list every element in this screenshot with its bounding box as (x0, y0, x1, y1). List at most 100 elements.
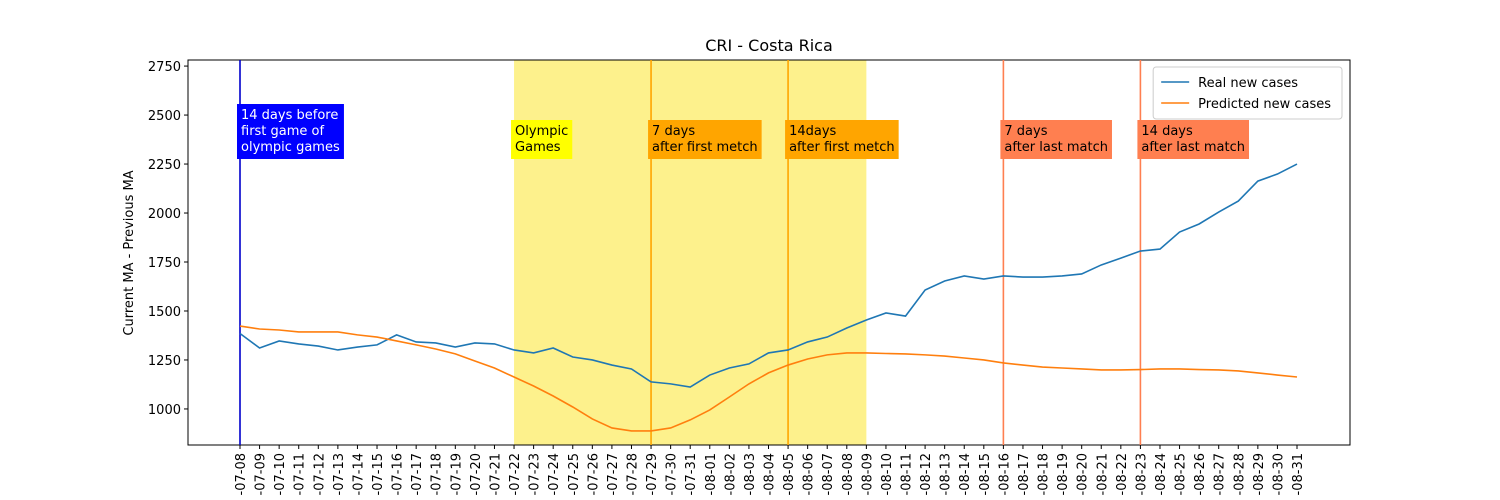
x-tick-label: -08-10 (880, 453, 895, 495)
y-tick-label: 2500 (148, 109, 181, 124)
annotation-line: first game of (241, 124, 325, 139)
annotation-text: Olympic Games (515, 124, 568, 155)
y-axis-label: Current MA - Previous MA (122, 170, 137, 335)
annotation-line: Games (515, 140, 561, 155)
x-tick-label: -08-02 (723, 453, 738, 495)
x-tick-label: -08-12 (919, 453, 934, 495)
annotation-line: after first metch (652, 140, 758, 155)
y-tick-label: 2000 (148, 207, 181, 222)
x-tick-label: -08-03 (743, 453, 758, 495)
x-tick-label: -07-14 (351, 453, 366, 495)
x-tick-label: -08-28 (1232, 453, 1247, 495)
x-tick-label: -08-11 (900, 453, 915, 495)
legend-label: Real new cases (1198, 76, 1298, 91)
x-tick-label: -07-10 (273, 453, 288, 495)
annotation-text: 14days after first metch (789, 124, 895, 155)
annotation-line: after last match (1004, 140, 1108, 155)
x-tick-label: -07-11 (293, 453, 308, 495)
annotation-box (648, 120, 762, 159)
x-tick-label: -08-29 (1252, 453, 1267, 495)
x-tick-label: -07-16 (391, 453, 406, 495)
annotation-line: after first metch (789, 140, 895, 155)
annotation-line: 7 days (652, 124, 695, 139)
annotation-line: 14days (789, 124, 836, 139)
series-line (239, 325, 1298, 432)
x-tick-label: -08-05 (782, 453, 797, 495)
legend-label: Predicted new cases (1198, 97, 1331, 112)
x-tick-label: -08-30 (1271, 453, 1286, 495)
x-tick-label: -07-15 (371, 453, 386, 495)
x-tick-label: -07-26 (586, 453, 601, 495)
x-tick-label: -07-08 (234, 453, 249, 495)
x-tick-label: -08-19 (1056, 453, 1071, 495)
series-line (239, 163, 1298, 388)
x-tick-label: -07-31 (684, 453, 699, 495)
y-tick-label: 2250 (148, 158, 181, 173)
x-tick-label: -08-04 (763, 453, 778, 495)
x-tick-label: -08-20 (1076, 453, 1091, 495)
x-tick-label: -07-28 (625, 453, 640, 495)
x-tick-label: -08-07 (821, 453, 836, 495)
annotation-text: 14 days before first game of olympic games (241, 108, 340, 155)
x-tick-label: -07-12 (312, 453, 327, 495)
annotation-box (1000, 120, 1112, 159)
annotation-line: 7 days (1004, 124, 1047, 139)
x-tick-label: -07-19 (449, 453, 464, 495)
x-tick-label: -08-15 (978, 453, 993, 495)
x-tick-label: -08-25 (1174, 453, 1189, 495)
y-tick-label: 1000 (148, 403, 181, 418)
x-tick-label: -08-08 (841, 453, 856, 495)
x-tick-label: -08-18 (1037, 453, 1052, 495)
annotation-text: 7 days after first metch (652, 124, 758, 155)
annotation: 7 days after last match (1000, 120, 1112, 159)
y-tick-label: 1250 (148, 354, 181, 369)
x-tick-label: -07-18 (430, 453, 445, 495)
x-tick-label: -08-24 (1154, 453, 1169, 495)
annotation-line: olympic games (241, 140, 340, 155)
annotation-box (511, 120, 573, 159)
chart-title: CRI - Costa Rica (705, 36, 833, 55)
x-tick-label: -07-30 (665, 453, 680, 495)
y-tick-label: 1500 (148, 305, 181, 320)
x-tick-label: -07-25 (567, 453, 582, 495)
x-tick-label: -08-06 (802, 453, 817, 495)
x-tick-label: -08-17 (1017, 453, 1032, 495)
x-tick-label: -08-01 (704, 453, 719, 495)
x-tick-label: -07-29 (645, 453, 660, 495)
x-tick-label: -08-23 (1134, 453, 1149, 495)
x-tick-label: -07-23 (528, 453, 543, 495)
annotation: 14 days after last match (1137, 120, 1250, 159)
annotation: 14 days before first game of olympic games (237, 104, 344, 159)
x-tick-label: -08-26 (1193, 453, 1208, 495)
x-tick-label: -07-21 (488, 453, 503, 495)
y-tick-label: 2750 (148, 60, 181, 75)
x-tick-label: -07-22 (508, 453, 523, 495)
annotation-box (785, 120, 899, 159)
x-tick-label: -07-17 (410, 453, 425, 495)
annotation-line: 14 days before (241, 108, 338, 123)
legend: Real new cases Predicted new cases (1152, 66, 1343, 120)
x-tick-label: -08-21 (1095, 453, 1110, 495)
legend-box (1152, 66, 1343, 120)
annotation: 7 days after first metch (648, 120, 762, 159)
x-tick-label: -08-13 (939, 453, 954, 495)
x-tick-label: -07-09 (254, 453, 269, 495)
x-tick-label: -08-14 (958, 453, 973, 495)
x-tick-label: -08-09 (860, 453, 875, 495)
x-tick-label: -07-24 (547, 453, 562, 495)
x-tick-label: -07-27 (606, 453, 621, 495)
x-tick-label: -08-16 (997, 453, 1012, 495)
annotation-box (1137, 120, 1250, 159)
x-tick-label: -07-20 (469, 453, 484, 495)
annotation-text: 14 days after last match (1141, 124, 1245, 155)
x-tick-label: -08-22 (1115, 453, 1130, 495)
annotation: Olympic Games (511, 120, 573, 159)
annotation-line: 14 days (1141, 124, 1193, 139)
annotation-box (237, 104, 344, 159)
annotation-line: after last match (1141, 140, 1245, 155)
annotation-line: Olympic (515, 124, 568, 139)
x-tick-label: -08-27 (1213, 453, 1228, 495)
x-tick-label: -08-31 (1291, 453, 1306, 495)
y-tick-label: 1750 (148, 256, 181, 271)
